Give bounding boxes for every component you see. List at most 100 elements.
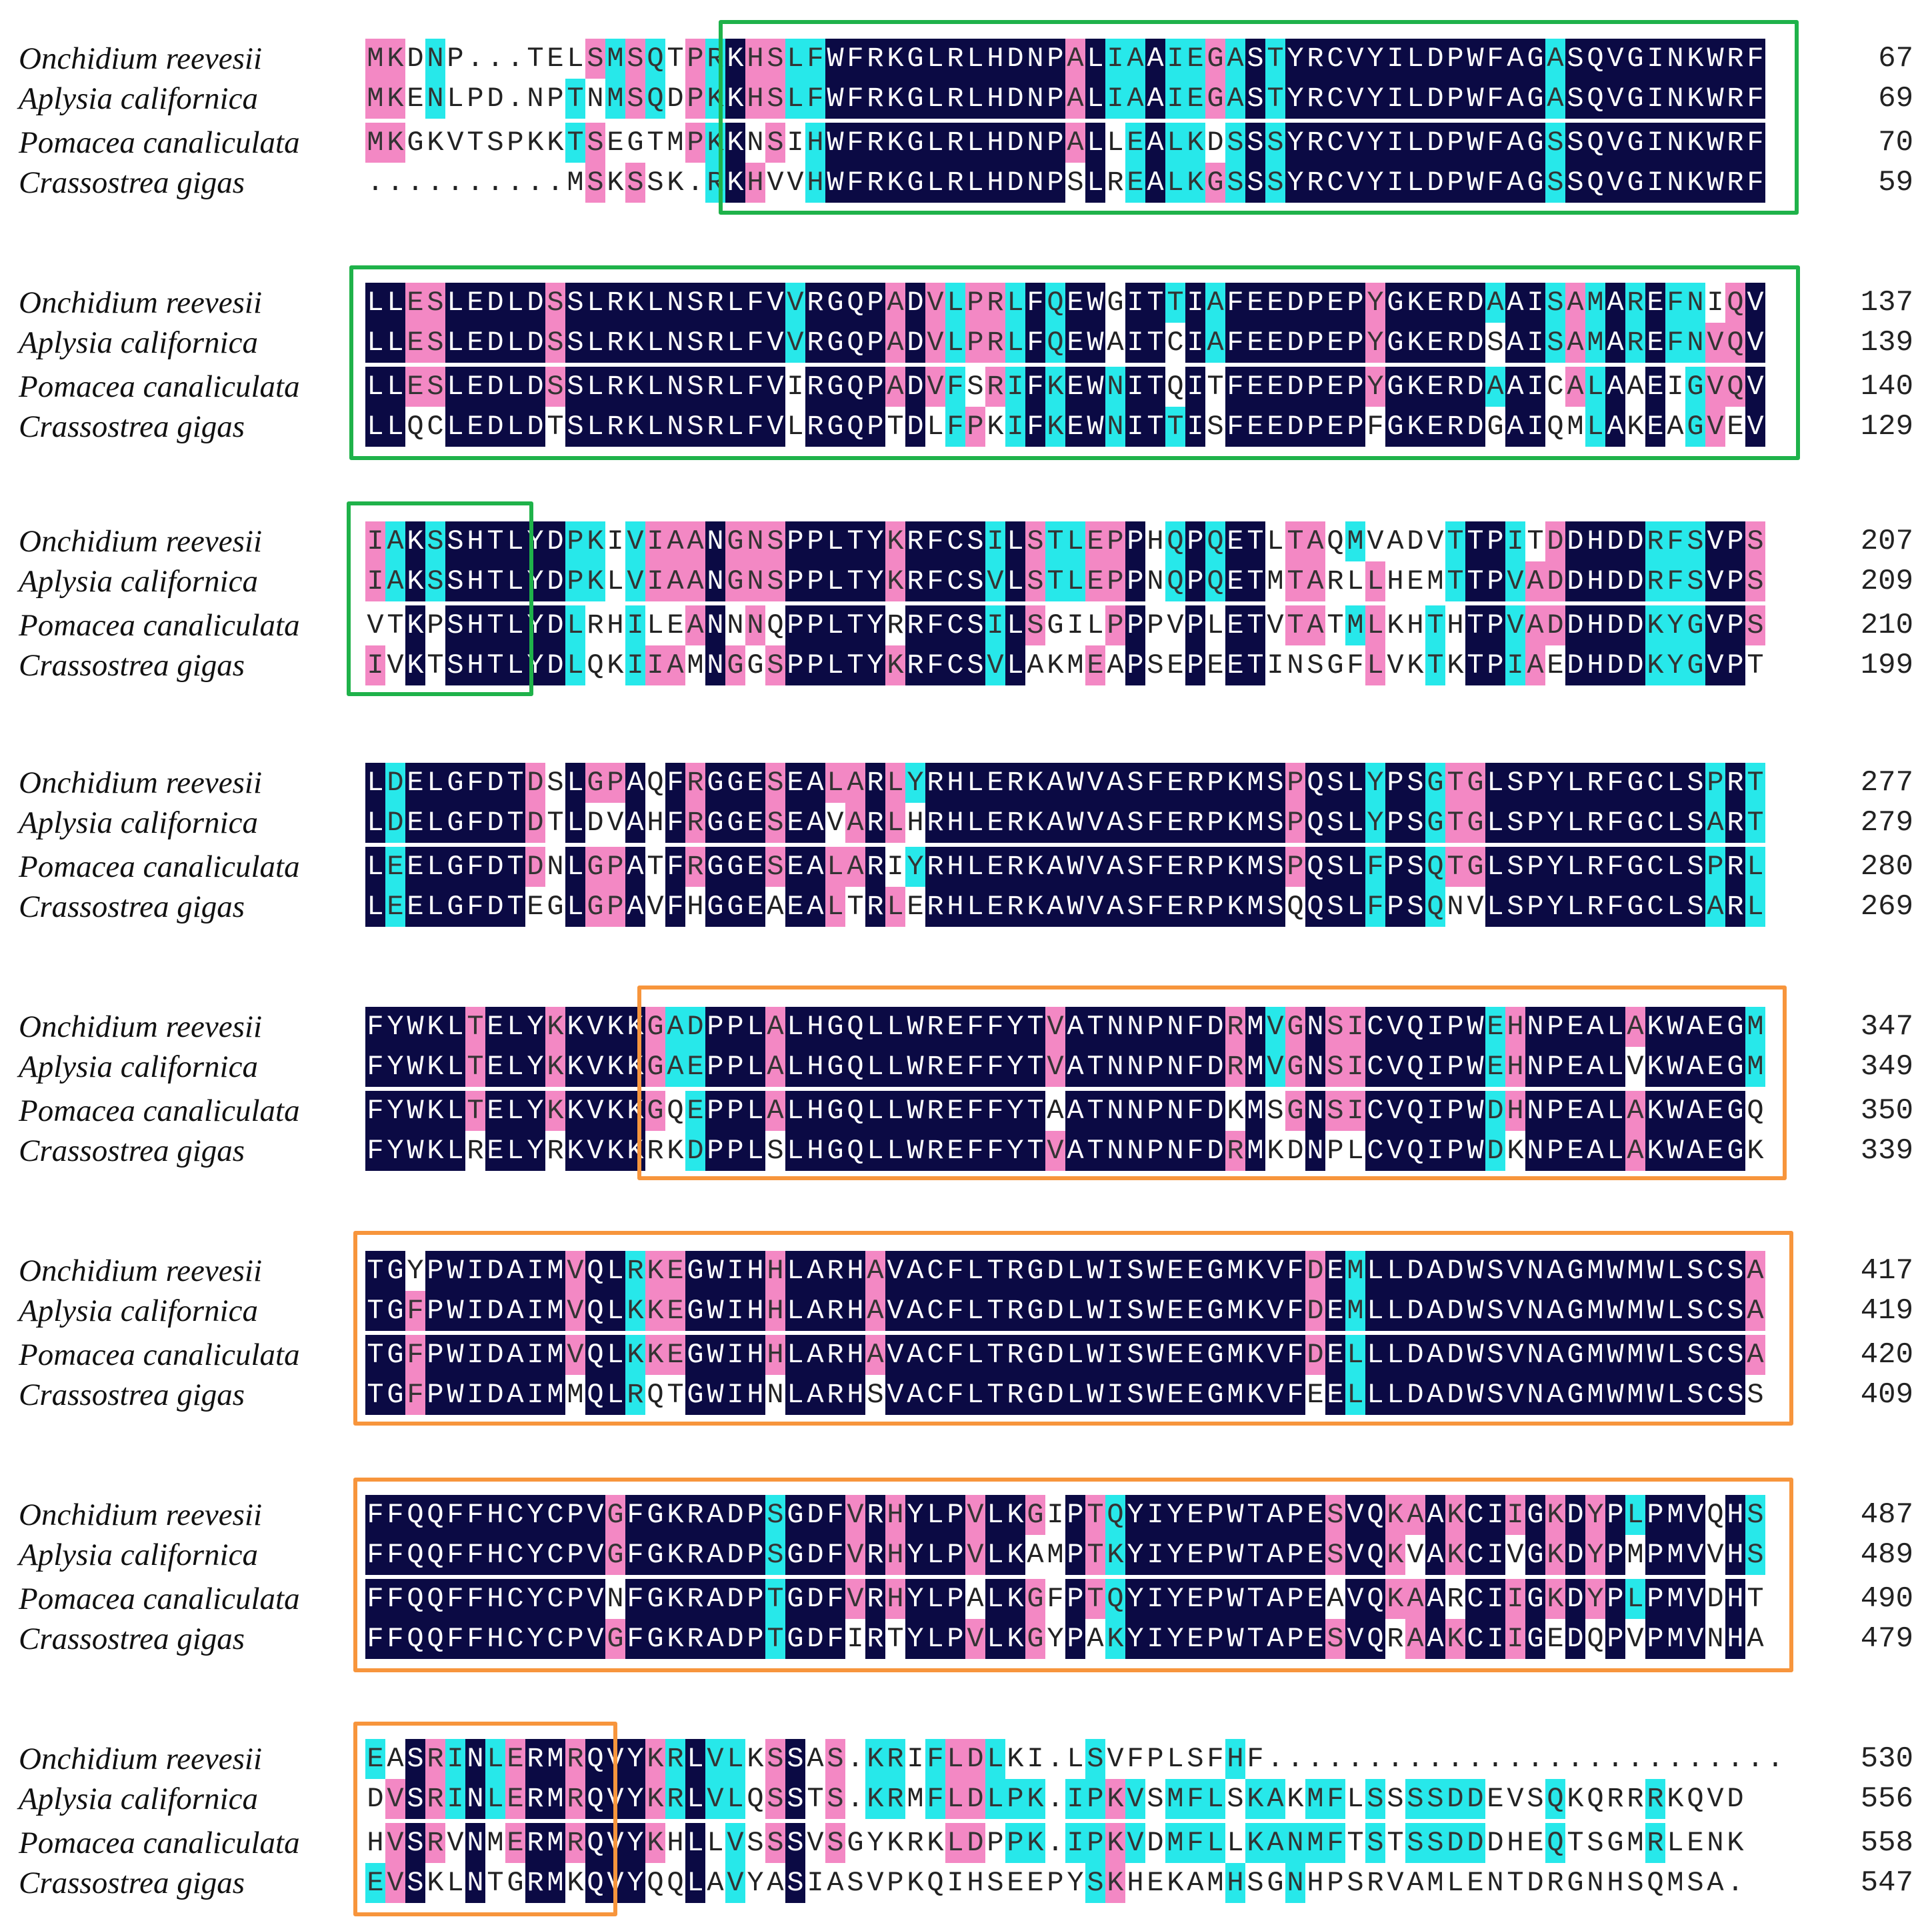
species-label: Pomacea canaliculata <box>19 1582 300 1616</box>
residue: R <box>705 323 725 363</box>
residue: L <box>1065 1335 1085 1375</box>
residue: R <box>1625 283 1645 323</box>
residue: H <box>745 1291 765 1331</box>
alignment-row: Onchidium reevesii M K D N P... T E L S M S Q T P R K H S L… <box>0 39 1932 79</box>
residue: F <box>845 123 865 163</box>
residue: A <box>885 367 905 407</box>
residue: R <box>1225 1131 1245 1171</box>
residue: S <box>1347 1867 1364 1899</box>
residue: E <box>485 1007 505 1047</box>
residue: M <box>1345 1291 1365 1331</box>
residue: N <box>705 645 725 685</box>
residue: K <box>1445 1495 1465 1535</box>
residue: H <box>485 1619 505 1659</box>
residue: L <box>785 1091 805 1131</box>
position-number: 409 <box>1860 1378 1913 1412</box>
residue: K <box>1225 847 1245 887</box>
residue: N <box>465 1823 485 1863</box>
residue: L <box>1345 1335 1365 1375</box>
residue: G <box>685 1335 705 1375</box>
residue: R <box>985 283 1005 323</box>
residue: L <box>1107 127 1124 159</box>
residue: S <box>1325 763 1345 803</box>
residue: I <box>985 521 1005 561</box>
residue: M <box>1305 1779 1325 1819</box>
residue: P <box>785 561 805 601</box>
residue: T <box>1085 1007 1105 1047</box>
residue: K <box>1407 649 1424 681</box>
residue: K <box>565 1091 585 1131</box>
residue: D <box>487 83 504 115</box>
residue: Q <box>585 1251 605 1291</box>
residue: K <box>625 323 645 363</box>
residue: L <box>365 407 385 447</box>
residue: E <box>685 1047 705 1087</box>
residue: I <box>1005 407 1025 447</box>
residue: E <box>785 887 805 927</box>
residue: I <box>645 521 665 561</box>
residue: F <box>465 1579 485 1619</box>
residue: A <box>1405 1619 1425 1659</box>
residue: F <box>1225 323 1245 363</box>
residue: C <box>925 1251 945 1291</box>
residue: D <box>1565 605 1585 645</box>
residue: S <box>1325 1091 1345 1131</box>
residue: L <box>885 803 905 843</box>
residue: E <box>1305 1619 1325 1659</box>
residue: V <box>1745 407 1765 447</box>
residue: V <box>965 1495 985 1535</box>
residue: V <box>585 1579 605 1619</box>
residue: A <box>1565 367 1585 407</box>
residue: A <box>1565 283 1585 323</box>
residue: A <box>387 1743 404 1775</box>
residue: Y <box>1365 283 1385 323</box>
residue: P <box>1285 1579 1305 1619</box>
residue: I <box>465 1375 485 1415</box>
residue: S <box>1587 1827 1604 1859</box>
residue: E <box>1645 323 1665 363</box>
residue: R <box>1725 163 1745 203</box>
residue: V <box>585 1131 605 1171</box>
residue: I <box>525 1375 545 1415</box>
residue: S <box>1485 1335 1505 1375</box>
residue: G <box>645 1047 665 1087</box>
residue: L <box>365 847 385 887</box>
residue: W <box>1465 1131 1485 1171</box>
residue: P <box>865 407 885 447</box>
residue: P <box>1445 1007 1465 1047</box>
residue: S <box>1025 605 1045 645</box>
residue: K <box>625 1291 645 1331</box>
residue: K <box>545 1007 565 1047</box>
alignment-row: Aplysia californica D V S R I N L E R M R Q V Y K R L V L Q S… <box>0 1779 1932 1819</box>
residue: R <box>885 1739 905 1779</box>
residue: L <box>1665 1375 1685 1415</box>
residue: Y <box>1365 323 1385 363</box>
residue: P <box>1305 323 1325 363</box>
position-number: 140 <box>1860 370 1913 403</box>
residue: L <box>485 1779 505 1819</box>
residue: K <box>1685 123 1705 163</box>
residue: A <box>705 1495 725 1535</box>
residue: P <box>1545 1007 1565 1047</box>
residue: V <box>1505 605 1525 645</box>
residue: D <box>1565 1495 1585 1535</box>
residue: I <box>1645 79 1665 119</box>
residue: P <box>1045 123 1065 163</box>
residue: R <box>1725 847 1745 887</box>
residue: F <box>745 367 765 407</box>
residue: P <box>427 609 444 641</box>
residue: G <box>1525 1579 1545 1619</box>
residue: L <box>385 283 405 323</box>
residue: I <box>1105 1335 1125 1375</box>
residue: G <box>1525 1495 1545 1535</box>
residue: Y <box>625 1779 645 1819</box>
residue: G <box>1725 1007 1745 1047</box>
residue: L <box>685 1823 705 1863</box>
residue: N <box>767 1379 784 1411</box>
residue: L <box>1365 1251 1385 1291</box>
residue: A <box>1105 887 1125 927</box>
residue: E <box>1325 1335 1345 1375</box>
residue: L <box>425 847 445 887</box>
